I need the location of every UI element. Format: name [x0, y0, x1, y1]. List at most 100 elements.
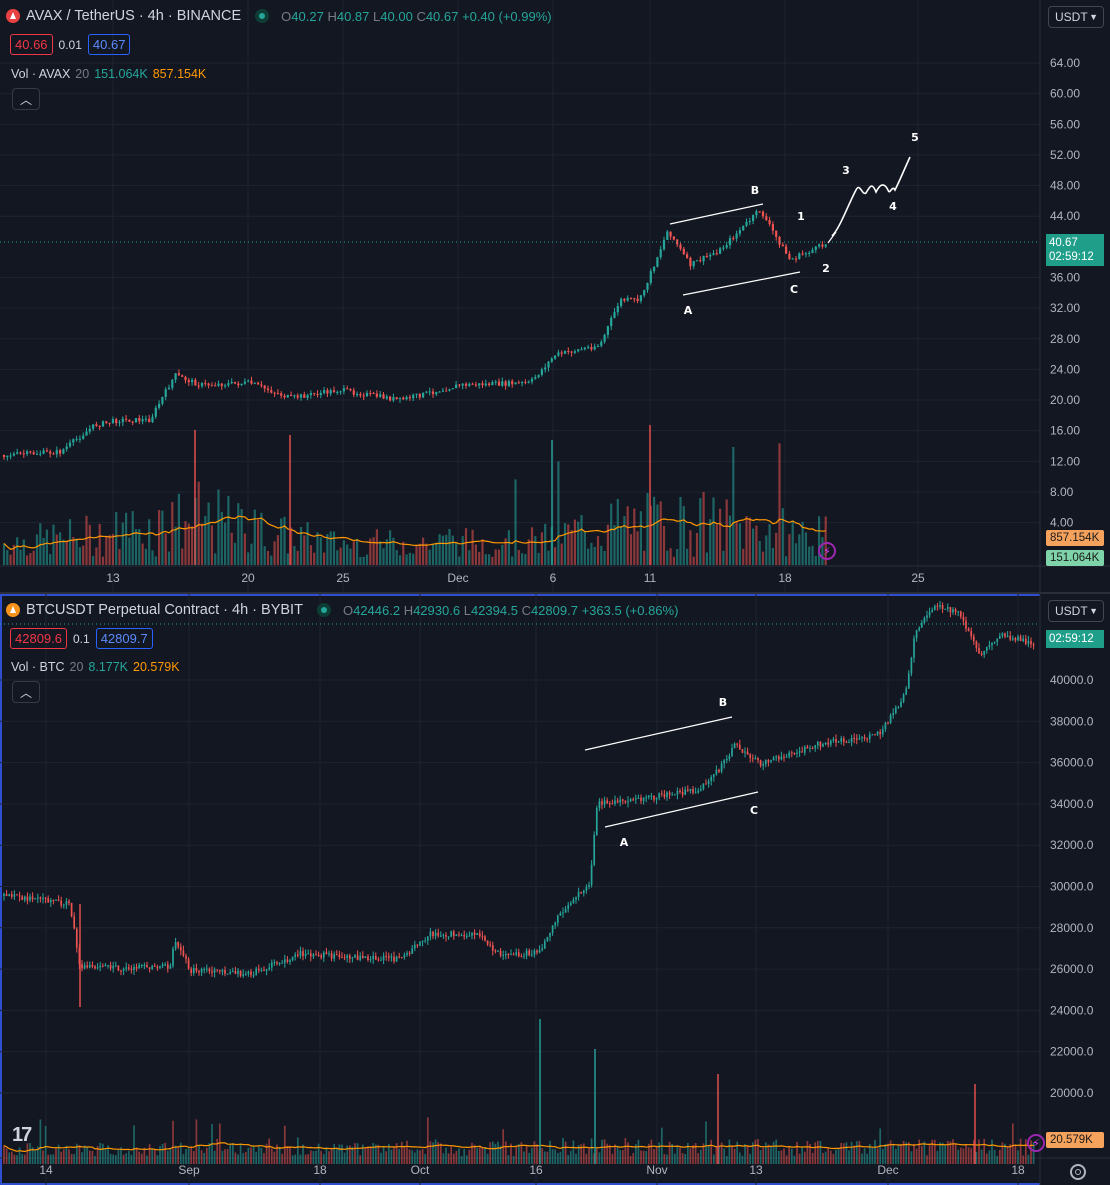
buy-price-button[interactable]: 42809.7 [95, 628, 153, 649]
candle-body [356, 394, 359, 396]
sell-price-button[interactable]: 42809.6 [10, 628, 67, 649]
volume-bar [765, 535, 768, 565]
volume-bar [359, 556, 362, 565]
candle-body [884, 722, 887, 730]
candle-body [68, 901, 70, 903]
buy-price-button[interactable]: 40.67 [87, 34, 131, 55]
volume-bar [385, 539, 388, 565]
candle-body [814, 246, 817, 250]
gear-icon[interactable] [1070, 1164, 1086, 1180]
volume-bar [837, 1148, 840, 1164]
volume-bar [243, 533, 246, 565]
currency-select[interactable]: USDT ▼ [1048, 600, 1104, 622]
volume-bar [26, 555, 29, 565]
lightning-icon[interactable]: ⚡ [1027, 1134, 1045, 1152]
volume-bar [980, 1149, 983, 1164]
volume-bar [402, 541, 405, 565]
btc-symbol-title[interactable]: BTCUSDT Perpetual Contract · 4h · BYBIT [26, 602, 303, 618]
avax-chart-pane[interactable]: 64.00 60.00 56.00 52.00 48.00 44.00 36.00 32.00… [0, 0, 1110, 592]
volume-bar [191, 526, 194, 565]
price-axis-label: 30000.0 [1050, 880, 1094, 894]
volume-bar [855, 1141, 858, 1164]
volume-bar [464, 528, 468, 565]
avax-symbol-title[interactable]: AVAX / TetherUS · 4h · BINANCE [26, 8, 242, 24]
collapse-legend-button[interactable]: ︿ [12, 88, 40, 110]
candle-body [16, 452, 19, 454]
currency-select[interactable]: USDT ▼ [1048, 6, 1104, 28]
candle-body [554, 922, 557, 926]
volume-bar [666, 550, 669, 565]
price-axis-label: 12.00 [1050, 454, 1080, 468]
candle-body [187, 959, 190, 969]
volume-bar [164, 1142, 167, 1164]
candle-body [159, 966, 161, 969]
volume-bar [390, 1149, 393, 1164]
volume-bar [666, 1154, 668, 1164]
candle-body [738, 744, 741, 750]
volume-bar [530, 1147, 533, 1164]
candle-body [174, 373, 177, 380]
volume-bar [179, 1142, 182, 1164]
btc-chart-canvas[interactable]: 40000.0 38000.0 36000.0 34000.0 32000.0 30000… [0, 594, 1110, 1185]
candle-body [1024, 638, 1027, 644]
candle-body [616, 800, 619, 803]
pane-separator[interactable] [0, 592, 1110, 594]
volume-bar [791, 520, 794, 565]
volume-bar [596, 535, 600, 565]
channel-line [604, 791, 759, 828]
avax-chart-canvas[interactable]: 64.0060.0056.0052.0048.0044.0036.0032.00… [0, 0, 1110, 592]
volume-bar [905, 1142, 908, 1164]
candle-body [118, 422, 121, 424]
sell-price-button[interactable]: 40.66 [10, 34, 53, 55]
volume-bar [351, 1146, 354, 1164]
candle-body [601, 801, 603, 805]
candle-body [572, 899, 575, 904]
volume-bar [785, 1155, 788, 1164]
volume-bar [382, 1146, 385, 1164]
candle-body [392, 397, 395, 401]
volume-bar [702, 1143, 705, 1164]
candle-body [538, 950, 541, 953]
btc-volume-legend[interactable]: Vol · BTC 20 8.177K 20.579K [11, 660, 180, 674]
candle-body [662, 239, 666, 250]
volume-bar [55, 1148, 57, 1164]
volume-bar [745, 516, 748, 565]
volume-bar [359, 1155, 362, 1164]
candle-body [389, 396, 392, 401]
candle-body [253, 382, 256, 384]
candle-body [790, 752, 793, 754]
avax-volume-legend[interactable]: Vol · AVAX 20 151.064K 857.154K [11, 67, 207, 81]
candle-body [210, 385, 213, 387]
volume-bar [95, 547, 98, 565]
volume-bar [220, 511, 223, 565]
candle-body [227, 383, 230, 386]
volume-bar [484, 1146, 486, 1164]
candle-body [13, 894, 16, 897]
tradingview-logo[interactable]: 17 [12, 1124, 32, 1146]
btc-chart-pane[interactable]: 40000.0 38000.0 36000.0 34000.0 32000.0 30000… [0, 594, 1110, 1185]
volume-bar [75, 538, 78, 565]
lightning-icon[interactable]: ⚡ [818, 542, 836, 560]
candle-body [718, 769, 720, 772]
candle-body [889, 715, 892, 724]
volume-bar [148, 1144, 151, 1164]
volume-bar [771, 548, 774, 565]
collapse-legend-button[interactable]: ︿ [12, 681, 40, 703]
candle-body [108, 422, 111, 424]
candle-body [881, 729, 884, 735]
volume-bar [226, 1148, 229, 1164]
candle-body [855, 738, 858, 740]
time-axis-label: 13 [749, 1163, 763, 1177]
volume-bar [426, 1117, 429, 1164]
volume-bar [744, 1144, 746, 1164]
candle-body [395, 397, 398, 399]
volume-bar [601, 1139, 603, 1164]
candle-body [23, 896, 26, 901]
candle-body [967, 628, 970, 631]
volume-bar [169, 1148, 172, 1164]
volume-bar [432, 1142, 434, 1164]
volume-bar [801, 521, 804, 565]
candle-body [435, 391, 438, 395]
volume-bar [6, 550, 9, 565]
wave-label: A [620, 836, 629, 849]
